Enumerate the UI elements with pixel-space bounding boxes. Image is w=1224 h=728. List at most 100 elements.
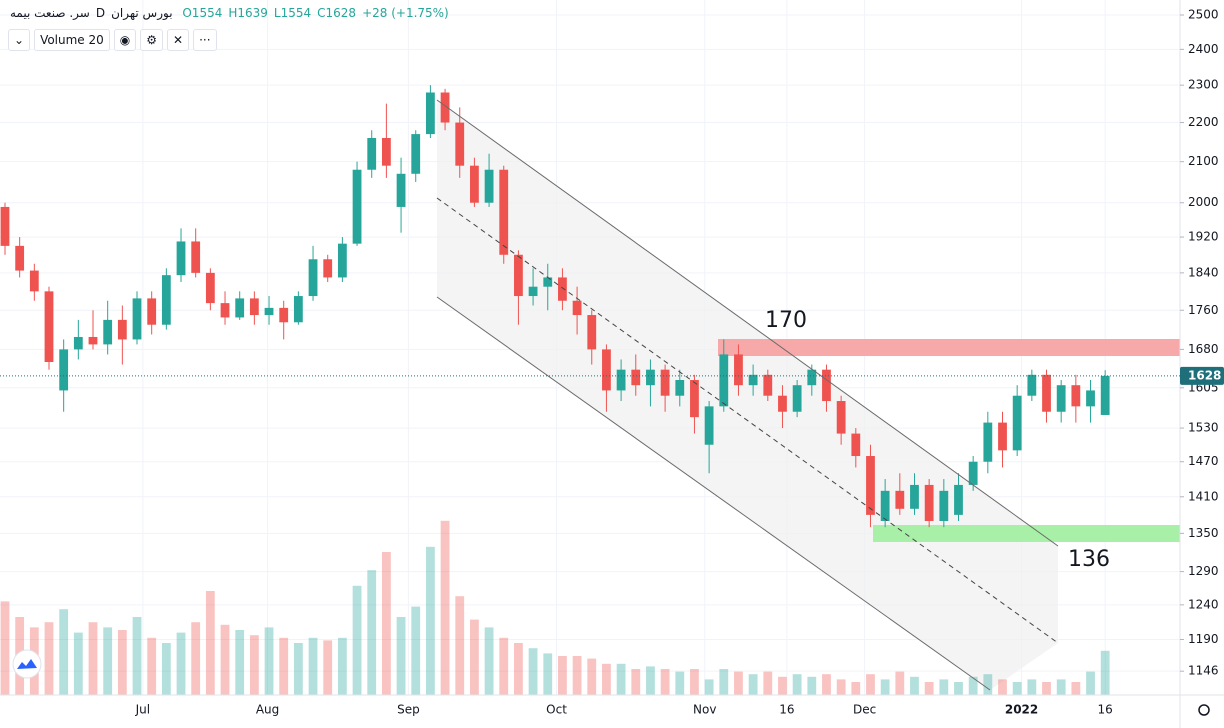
y-tick-label: 2100 bbox=[1188, 154, 1219, 168]
volume-bar bbox=[249, 635, 259, 695]
volume-bar bbox=[176, 632, 186, 695]
volume-bar bbox=[895, 671, 905, 695]
candle-body bbox=[880, 490, 890, 521]
candle-body bbox=[161, 275, 171, 325]
volume-bar bbox=[558, 656, 567, 695]
candle-body bbox=[968, 461, 978, 485]
eye-button[interactable]: ◉ bbox=[113, 29, 137, 51]
y-tick-label: 1470 bbox=[1188, 454, 1219, 468]
volume-bar bbox=[1086, 671, 1095, 695]
volume-bar bbox=[1027, 679, 1037, 695]
settings-button[interactable]: ⚙ bbox=[140, 29, 164, 51]
channel-fill bbox=[437, 100, 1058, 690]
volume-bar bbox=[910, 676, 919, 695]
candle-body bbox=[631, 369, 641, 386]
candle-body bbox=[396, 173, 406, 207]
candle-body bbox=[778, 395, 787, 412]
candle-body bbox=[675, 379, 685, 396]
volume-bar bbox=[836, 679, 846, 695]
candle-body bbox=[470, 165, 479, 203]
volume-bar bbox=[191, 622, 201, 695]
x-tick-label: 16 bbox=[1098, 703, 1113, 717]
volume-bar bbox=[572, 656, 582, 695]
candle-body bbox=[88, 336, 98, 345]
y-tick-label: 1190 bbox=[1188, 632, 1219, 646]
candle-body bbox=[455, 122, 465, 166]
candle-body bbox=[411, 134, 421, 174]
remove-button[interactable]: ✕ bbox=[167, 29, 190, 51]
volume-bar bbox=[73, 632, 83, 695]
candle-body bbox=[176, 241, 186, 276]
volume-bar bbox=[763, 671, 773, 695]
volume-bar bbox=[631, 669, 641, 695]
study-toolbar: ⌄ Volume 20 ◉ ⚙ ✕ ··· bbox=[8, 29, 217, 51]
candle-body bbox=[440, 92, 450, 123]
candle-body bbox=[660, 369, 670, 396]
volume-bar bbox=[235, 630, 245, 695]
candle-body bbox=[15, 245, 25, 271]
symbol: سر. صنعت بیمه bbox=[10, 6, 90, 20]
candle-body bbox=[103, 319, 113, 345]
volume-bar bbox=[337, 637, 347, 695]
candle-body bbox=[690, 379, 699, 418]
candle-body bbox=[235, 298, 245, 318]
volume-bar bbox=[660, 669, 670, 695]
channel-upper bbox=[436, 99, 1059, 547]
collapse-button[interactable]: ⌄ bbox=[8, 29, 31, 51]
candle-body bbox=[1042, 374, 1051, 412]
y-tick-label: 1530 bbox=[1188, 421, 1219, 435]
candle-body bbox=[249, 298, 259, 316]
y-tick-label: 2500 bbox=[1188, 8, 1219, 22]
candle-body bbox=[719, 354, 729, 407]
candle-body bbox=[499, 169, 509, 255]
volume-bar bbox=[1056, 679, 1066, 695]
volume-bar bbox=[998, 679, 1007, 695]
resistance-zone bbox=[718, 339, 1180, 356]
legend-row: سر. صنعت بیمه D بورس تهران O1554 H1639 L1554… bbox=[10, 6, 455, 20]
volume-bar bbox=[646, 666, 655, 695]
volume-bar bbox=[411, 606, 421, 695]
volume-bar bbox=[205, 591, 215, 695]
last-price-box bbox=[1180, 366, 1224, 385]
candle-body bbox=[308, 259, 318, 297]
x-tick-label: Dec bbox=[853, 703, 876, 717]
volume-bar bbox=[880, 679, 890, 695]
volume-study[interactable]: Volume 20 bbox=[34, 29, 110, 51]
x-tick-label: Aug bbox=[256, 703, 279, 717]
candle-body bbox=[646, 369, 655, 386]
volume-bar bbox=[528, 648, 538, 695]
x-tick-label: Nov bbox=[693, 703, 716, 717]
candle-body bbox=[220, 303, 230, 318]
ohlc-close: C1628 bbox=[317, 6, 357, 20]
y-tick-label: 2300 bbox=[1188, 78, 1219, 92]
channel-mid bbox=[436, 197, 1059, 644]
y-tick-label: 1920 bbox=[1188, 230, 1219, 244]
volume-bar bbox=[514, 643, 523, 695]
volume-bar bbox=[822, 674, 831, 695]
candle-body bbox=[0, 206, 10, 246]
settings-icon[interactable] bbox=[1198, 704, 1210, 716]
candle-body bbox=[1056, 385, 1066, 412]
volume-bar bbox=[103, 627, 113, 695]
candle-body bbox=[29, 270, 39, 292]
support-zone bbox=[873, 525, 1180, 542]
volume-bar bbox=[323, 640, 333, 695]
logo[interactable] bbox=[12, 649, 42, 679]
ohlc-high: H1639 bbox=[228, 6, 268, 20]
volume-bar bbox=[807, 676, 817, 695]
candle-body bbox=[910, 484, 919, 509]
annotation: 136 bbox=[1068, 547, 1110, 572]
candle-body bbox=[367, 137, 377, 170]
volume-bar bbox=[968, 676, 978, 695]
volume-bar bbox=[939, 679, 949, 695]
ohlc-low: L1554 bbox=[273, 6, 312, 20]
candle-body bbox=[514, 254, 523, 297]
y-tick-label: 1840 bbox=[1188, 265, 1219, 279]
y-tick-label: 1410 bbox=[1188, 489, 1219, 503]
candle-body bbox=[352, 169, 362, 244]
volume-bar bbox=[381, 552, 391, 695]
more-button[interactable]: ··· bbox=[193, 29, 217, 51]
volume-bar bbox=[734, 671, 743, 695]
candle-body bbox=[132, 298, 142, 340]
volume-bar bbox=[1100, 650, 1110, 695]
